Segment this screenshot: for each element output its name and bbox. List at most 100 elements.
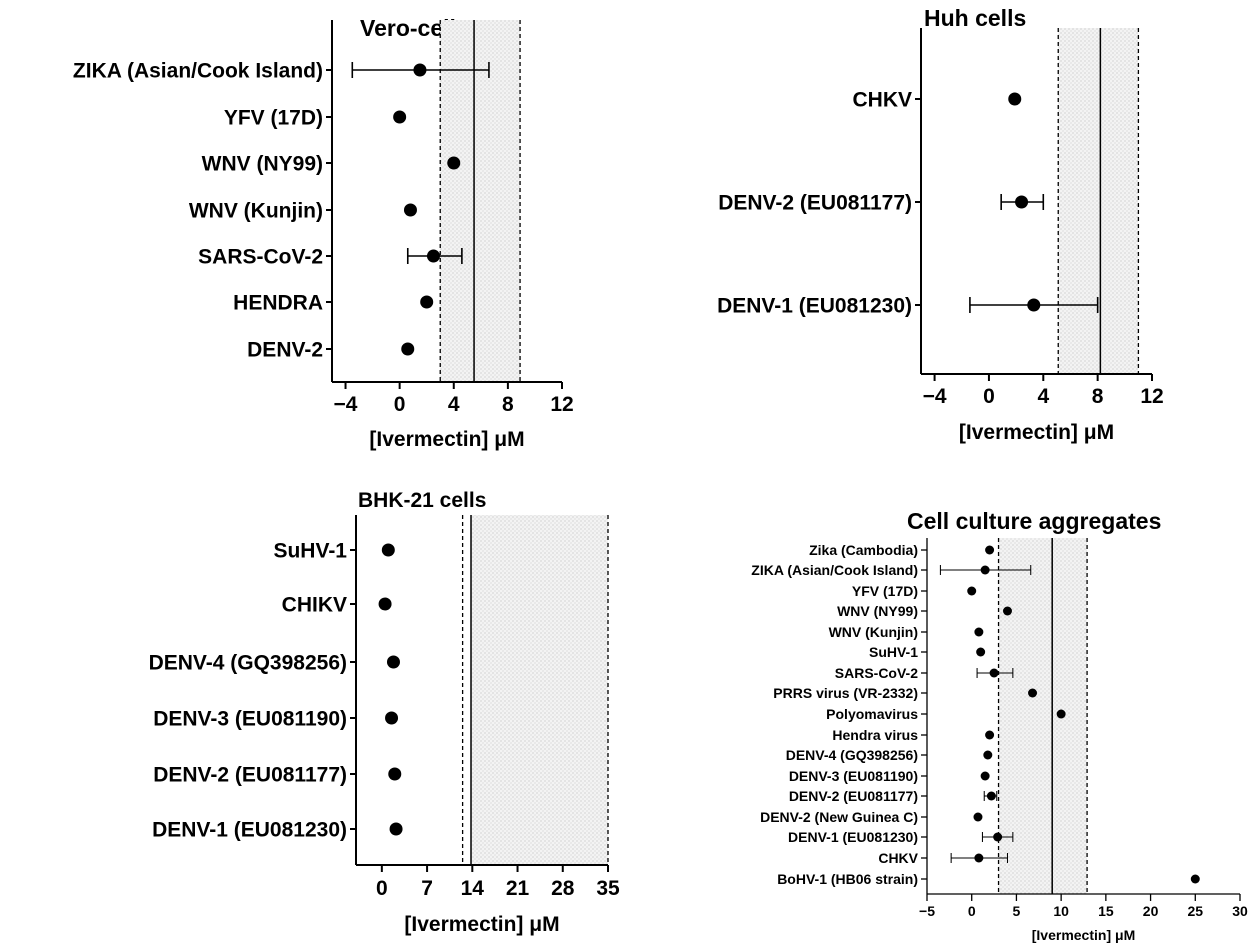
x-tick-label: 7: [421, 877, 433, 900]
category-label: BoHV-1 (HB06 strain): [777, 871, 918, 887]
data-point: [413, 63, 427, 77]
data-point: [973, 812, 983, 822]
x-tick-label: 0: [983, 385, 995, 408]
x-tick-label: 0: [394, 393, 406, 416]
category-label: ZIKA (Asian/Cook Island): [73, 60, 323, 83]
chart-panel: Huh cells −4 0 4 8 12 [Ivermectin] μM CHKV DENV-…: [717, 5, 1164, 444]
category-label: WNV (Kunjin): [189, 200, 323, 223]
data-point: [983, 750, 993, 760]
data-point: [985, 545, 995, 555]
data-point: [1190, 874, 1200, 884]
category-label: SARS-CoV-2: [835, 665, 918, 681]
data-point: [1027, 298, 1041, 312]
data-point: [985, 730, 995, 740]
category-label: HENDRA: [233, 292, 323, 315]
shaded-range: [998, 538, 1088, 894]
category-label: CHKV: [878, 850, 918, 866]
category-label: PRRS virus (VR-2332): [773, 685, 918, 701]
category-label: DENV-2 (New Guinea C): [760, 809, 918, 825]
data-point: [976, 647, 986, 657]
category-label: DENV-2 (EU081177): [718, 192, 912, 215]
shaded-range: [1058, 28, 1139, 374]
x-tick-label: 8: [502, 393, 514, 416]
data-point: [426, 249, 440, 263]
category-label: DENV-1 (EU081230): [717, 295, 912, 318]
data-point: [388, 767, 402, 781]
data-point: [1015, 195, 1029, 209]
x-tick-label: −5: [919, 903, 935, 919]
category-label: DENV-3 (EU081190): [789, 768, 918, 784]
x-axis-label: [Ivermectin] μM: [404, 913, 559, 936]
x-tick-label: 30: [1232, 903, 1248, 919]
x-tick-label: 4: [448, 393, 460, 416]
data-point: [401, 342, 415, 356]
category-label: CHIKV: [282, 594, 347, 617]
category-label: Zika (Cambodia): [809, 542, 918, 558]
chart-panel: Cell culture aggregates −5 0 5 10 15 20 25 30 [Iv…: [751, 508, 1248, 943]
x-axis-label: [Ivermectin] μM: [1032, 927, 1135, 943]
x-tick-label: 15: [1098, 903, 1114, 919]
x-tick-label: 0: [968, 903, 976, 919]
category-label: SuHV-1: [273, 540, 347, 563]
category-label: DENV-2 (EU081177): [789, 788, 918, 804]
data-point: [378, 597, 392, 611]
data-point: [993, 832, 1003, 842]
data-point: [389, 822, 403, 836]
x-tick-label: 21: [506, 877, 530, 900]
data-point: [989, 668, 999, 678]
data-point: [1056, 709, 1066, 719]
category-label: Polyomavirus: [826, 706, 918, 722]
chart-title: Cell culture aggregates: [907, 508, 1161, 534]
data-point: [974, 853, 984, 863]
x-tick-label: 35: [596, 877, 620, 900]
data-point: [1008, 92, 1022, 106]
category-label: DENV-4 (GQ398256): [149, 652, 347, 675]
chart-title: BHK-21 cells: [358, 489, 486, 512]
category-label: DENV-1 (EU081230): [788, 829, 918, 845]
shaded-range: [440, 20, 521, 382]
category-label: DENV-3 (EU081190): [153, 708, 347, 731]
x-tick-label: 5: [1013, 903, 1021, 919]
category-label: SARS-CoV-2: [198, 246, 323, 269]
data-point: [980, 771, 990, 781]
x-tick-label: 0: [376, 877, 388, 900]
data-point: [381, 543, 395, 557]
x-tick-label: −4: [334, 393, 358, 416]
category-label: DENV-2: [247, 339, 323, 362]
x-axis-label: [Ivermectin] μM: [369, 428, 524, 451]
data-point: [1002, 606, 1012, 616]
data-point: [420, 295, 434, 309]
data-point: [980, 565, 990, 575]
category-label: DENV-2 (EU081177): [153, 764, 347, 787]
data-point: [986, 791, 996, 801]
category-label: Hendra virus: [832, 727, 918, 743]
x-tick-label: 10: [1053, 903, 1069, 919]
data-point: [967, 586, 977, 596]
x-tick-label: 20: [1143, 903, 1159, 919]
x-tick-label: 8: [1092, 385, 1104, 408]
x-tick-label: 28: [551, 877, 575, 900]
x-tick-label: 12: [1140, 385, 1163, 408]
x-axis-label: [Ivermectin] μM: [959, 421, 1114, 444]
category-label: ZIKA (Asian/Cook Island): [751, 562, 918, 578]
data-point: [386, 655, 400, 669]
chart-panel: BHK-21 cells 0 7 14 21 28 35 [Ivermectin] μM SuH…: [149, 489, 620, 936]
data-point: [385, 711, 399, 725]
category-label: CHKV: [852, 89, 912, 112]
category-label: YFV (17D): [224, 107, 323, 130]
category-label: WNV (NY99): [837, 603, 918, 619]
x-tick-label: 14: [461, 877, 485, 900]
data-point: [447, 156, 461, 170]
category-label: DENV-1 (EU081230): [152, 819, 347, 842]
category-label: DENV-4 (GQ398256): [786, 747, 918, 763]
data-point: [393, 110, 407, 124]
data-point: [974, 627, 984, 637]
category-label: SuHV-1: [869, 644, 918, 660]
x-tick-label: 12: [550, 393, 573, 416]
category-label: YFV (17D): [852, 583, 918, 599]
x-tick-label: 25: [1187, 903, 1203, 919]
category-label: WNV (Kunjin): [829, 624, 918, 640]
chart-title: Huh cells: [924, 5, 1026, 31]
